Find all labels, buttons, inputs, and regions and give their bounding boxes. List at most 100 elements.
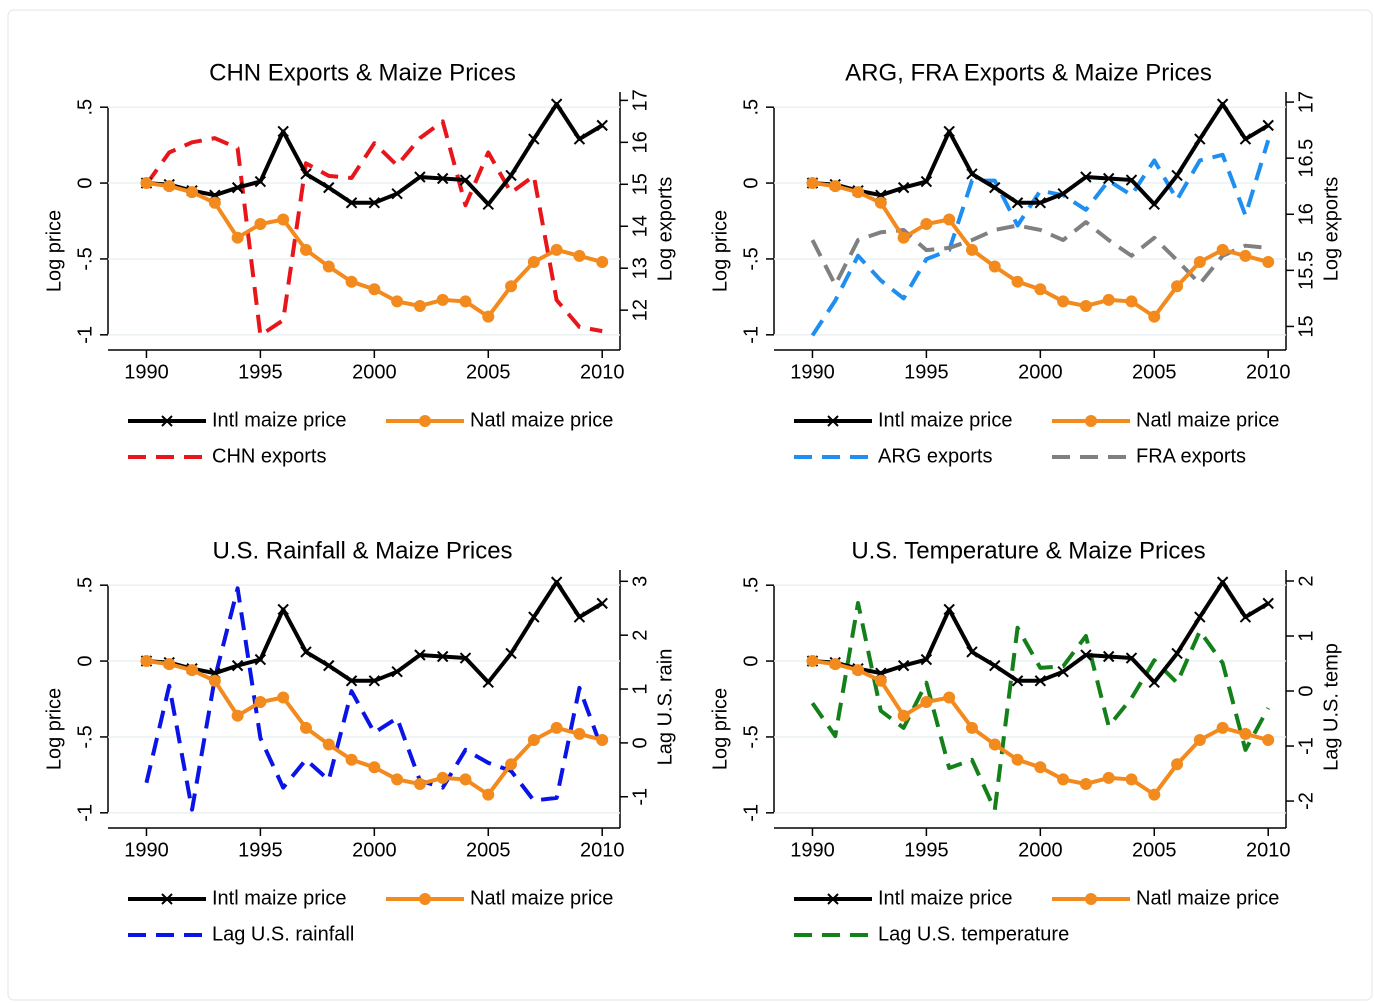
- point-marker: [943, 691, 956, 704]
- y-axis-label: Log price: [709, 688, 731, 770]
- point-marker: [323, 181, 335, 194]
- x-tick-label: 2005: [466, 839, 511, 861]
- point-marker: [1057, 187, 1069, 200]
- point-marker: [943, 125, 955, 138]
- point-marker: [1239, 133, 1252, 145]
- point-marker: [1193, 255, 1206, 268]
- point-marker: [1125, 295, 1138, 308]
- point-marker: [1194, 611, 1206, 623]
- point-marker: [1171, 758, 1184, 771]
- point-marker: [897, 231, 910, 244]
- point-marker: [527, 733, 540, 746]
- point-marker: [1034, 283, 1047, 296]
- series-line: [144, 586, 605, 812]
- point-marker: [323, 659, 335, 672]
- point-marker: [186, 186, 199, 199]
- point-marker: [573, 727, 586, 740]
- y-tick-label: .5: [74, 577, 96, 594]
- x-tick-label: 2000: [1018, 361, 1063, 383]
- point-marker: [436, 771, 449, 784]
- point-marker: [874, 674, 887, 687]
- point-marker: [920, 218, 933, 231]
- point-marker: [806, 655, 819, 668]
- point-marker: [505, 169, 517, 182]
- point-marker: [1148, 310, 1161, 323]
- legend-label: Natl maize price: [470, 409, 613, 431]
- y-axis-label: Log price: [43, 688, 65, 770]
- point-marker: [300, 646, 312, 658]
- point-marker: [573, 133, 586, 145]
- point-marker: [277, 603, 289, 616]
- y-tick-label: .5: [74, 99, 96, 116]
- y2-axis-label: Log exports: [1320, 177, 1342, 282]
- point-marker: [573, 249, 586, 262]
- point-marker: [163, 180, 176, 193]
- point-marker: [1216, 576, 1229, 588]
- y2-tick-label: 2: [1295, 575, 1317, 586]
- y-axis-label: Log price: [709, 210, 731, 292]
- x-tick-label: 1990: [124, 839, 169, 861]
- point-marker: [459, 652, 472, 664]
- point-marker: [482, 310, 495, 323]
- point-marker: [988, 738, 1001, 751]
- point-marker: [943, 603, 955, 616]
- point-marker: [1262, 255, 1275, 268]
- panel: ARG, FRA Exports & Maize Prices .5 0 -.5 -1 1…: [709, 59, 1342, 467]
- point-marker: [254, 653, 267, 666]
- point-marker: [368, 761, 381, 774]
- point-marker: [186, 664, 199, 677]
- point-marker: [1034, 675, 1047, 687]
- legend-marker: [827, 415, 839, 427]
- point-marker: [920, 653, 933, 666]
- legend-label: Natl maize price: [1136, 887, 1279, 909]
- point-marker: [1171, 647, 1183, 660]
- point-marker: [1034, 761, 1047, 774]
- point-marker: [163, 658, 176, 671]
- legend-marker: [161, 893, 173, 905]
- y-tick-label: -.5: [740, 725, 762, 748]
- y-tick-label: -1: [740, 326, 762, 344]
- legend-label: Lag U.S. temperature: [878, 923, 1069, 945]
- point-marker: [231, 231, 244, 244]
- y2-tick-label: 17: [629, 89, 651, 111]
- point-marker: [391, 665, 403, 678]
- point-marker: [829, 658, 842, 671]
- panel: U.S. Rainfall & Maize Prices .5 0 -.5 -1 -1 0 1…: [43, 537, 676, 945]
- point-marker: [528, 133, 540, 145]
- y2-tick-label: 15: [629, 173, 651, 195]
- point-marker: [391, 295, 404, 308]
- legend-marker: [1085, 415, 1097, 427]
- point-marker: [345, 675, 358, 687]
- y-tick-label: .5: [740, 577, 762, 594]
- legend-label: Natl maize price: [470, 887, 613, 909]
- point-marker: [1125, 773, 1138, 786]
- point-marker: [1125, 652, 1138, 664]
- point-marker: [140, 655, 153, 668]
- point-marker: [208, 674, 221, 687]
- x-tick-label: 2005: [1132, 839, 1177, 861]
- legend-label: Intl maize price: [878, 409, 1013, 431]
- chart-title: U.S. Rainfall & Maize Prices: [212, 537, 512, 564]
- point-marker: [550, 576, 563, 588]
- y2-tick-label: 3: [629, 576, 651, 587]
- point-marker: [391, 187, 403, 200]
- point-marker: [550, 243, 563, 256]
- point-marker: [322, 738, 335, 751]
- series-line: [810, 601, 1270, 812]
- point-marker: [1080, 649, 1092, 661]
- point-marker: [1148, 198, 1160, 211]
- point-marker: [1194, 133, 1206, 145]
- frame: [7, 9, 1373, 1001]
- point-marker: [299, 243, 312, 256]
- point-marker: [414, 171, 426, 183]
- point-marker: [413, 299, 426, 312]
- point-marker: [965, 721, 978, 734]
- chart-title: ARG, FRA Exports & Maize Prices: [845, 59, 1212, 86]
- point-marker: [254, 696, 267, 709]
- point-marker: [413, 777, 426, 790]
- legend-label: Natl maize price: [1136, 409, 1279, 431]
- y2-tick-label: 16.5: [1295, 139, 1317, 178]
- y2-tick-label: 2: [629, 630, 651, 641]
- point-marker: [1216, 98, 1229, 110]
- point-marker: [1216, 721, 1229, 734]
